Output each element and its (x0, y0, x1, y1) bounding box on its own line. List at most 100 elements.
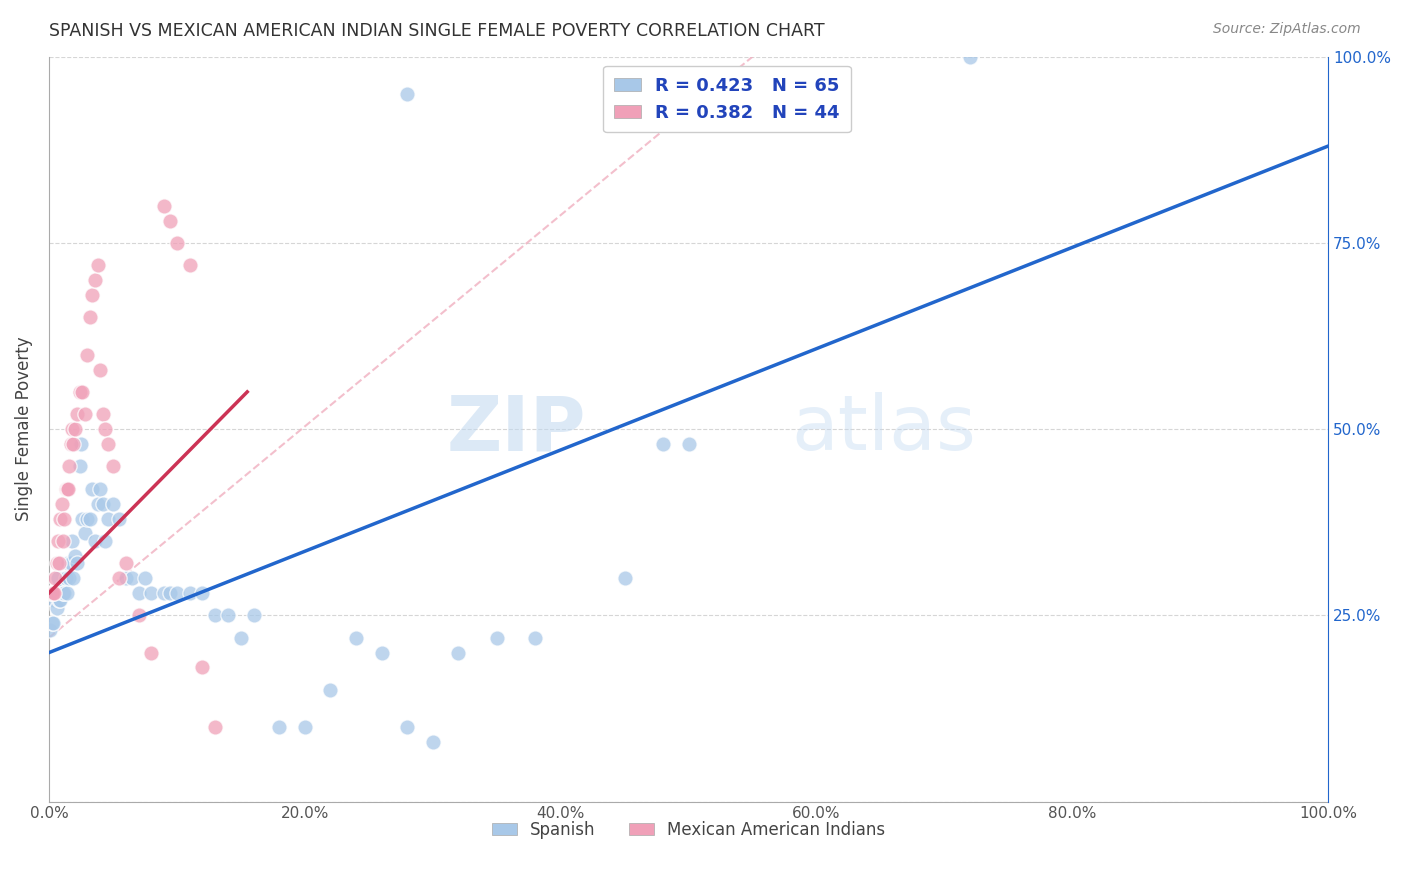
Point (59, 437, 82, 451)
Point (422, 735, 444, 749)
Point (46, 533, 69, 548)
Point (191, 586, 214, 600)
Point (84, 273, 107, 287)
Point (179, 258, 201, 272)
Point (229, 631, 252, 645)
Point (52, 533, 75, 548)
Point (94, 533, 117, 548)
Point (97, 437, 120, 451)
Point (48, 593, 70, 607)
Point (60, 533, 83, 548)
Point (39, 586, 62, 600)
Point (191, 660, 214, 674)
Point (153, 586, 176, 600)
Point (53, 511, 76, 525)
Point (94, 422, 117, 436)
Point (128, 586, 150, 600)
Point (159, 213, 181, 227)
Point (41, 615, 63, 630)
Point (56, 482, 79, 496)
Point (69, 459, 91, 474)
Point (56, 556, 79, 570)
Point (485, 631, 508, 645)
Point (70, 437, 93, 451)
Point (56, 586, 79, 600)
Point (82, 482, 104, 496)
Point (48, 556, 70, 570)
Text: Source: ZipAtlas.com: Source: ZipAtlas.com (1213, 22, 1361, 37)
Point (294, 720, 316, 734)
Point (319, 682, 342, 697)
Point (108, 511, 131, 525)
Point (70, 511, 93, 525)
Point (86, 497, 108, 511)
Point (89, 362, 111, 376)
Point (396, 720, 419, 734)
Point (49, 593, 72, 607)
Point (344, 631, 367, 645)
Point (42, 593, 65, 607)
Point (62, 571, 84, 585)
Point (76, 511, 98, 525)
Point (39, 624, 62, 638)
Point (63, 549, 86, 563)
Text: SPANISH VS MEXICAN AMERICAN INDIAN SINGLE FEMALE POVERTY CORRELATION CHART: SPANISH VS MEXICAN AMERICAN INDIAN SINGL… (49, 22, 825, 40)
Point (52, 586, 75, 600)
Point (86, 258, 108, 272)
Point (42, 615, 65, 630)
Point (89, 482, 111, 496)
Point (70, 384, 93, 399)
Point (108, 571, 131, 585)
Point (447, 646, 470, 660)
Point (91, 497, 114, 511)
Point (58, 459, 80, 474)
Point (66, 407, 89, 421)
Point (269, 720, 291, 734)
Point (84, 533, 107, 548)
Point (524, 631, 547, 645)
Point (45, 601, 67, 615)
Y-axis label: Single Female Poverty: Single Female Poverty (15, 337, 32, 522)
Point (101, 459, 124, 474)
Point (73, 526, 96, 541)
Point (60, 422, 83, 436)
Point (217, 608, 239, 623)
Point (114, 571, 136, 585)
Point (42, 586, 65, 600)
Point (370, 646, 392, 660)
Point (44, 571, 66, 585)
Point (44, 586, 66, 600)
Point (62, 437, 84, 451)
Point (51, 578, 73, 592)
Point (396, 87, 419, 101)
Point (91, 407, 114, 421)
Point (652, 437, 675, 451)
Point (97, 511, 120, 525)
Point (613, 571, 636, 585)
Point (678, 437, 700, 451)
Legend: Spanish, Mexican American Indians: Spanish, Mexican American Indians (485, 814, 891, 846)
Point (101, 497, 124, 511)
Point (53, 586, 76, 600)
Point (51, 497, 73, 511)
Point (204, 608, 226, 623)
Point (204, 720, 226, 734)
Point (55, 482, 77, 496)
Point (141, 646, 163, 660)
Point (66, 556, 89, 570)
Point (79, 511, 101, 525)
Point (56, 482, 79, 496)
Point (76, 348, 98, 362)
Point (55, 571, 77, 585)
Point (179, 586, 201, 600)
Point (42, 586, 65, 600)
Point (45, 556, 67, 570)
Point (41, 586, 63, 600)
Point (166, 586, 188, 600)
Point (73, 407, 96, 421)
Point (82, 288, 104, 302)
Point (59, 556, 82, 570)
Point (128, 608, 150, 623)
Text: atlas: atlas (792, 392, 976, 467)
Point (166, 235, 188, 250)
